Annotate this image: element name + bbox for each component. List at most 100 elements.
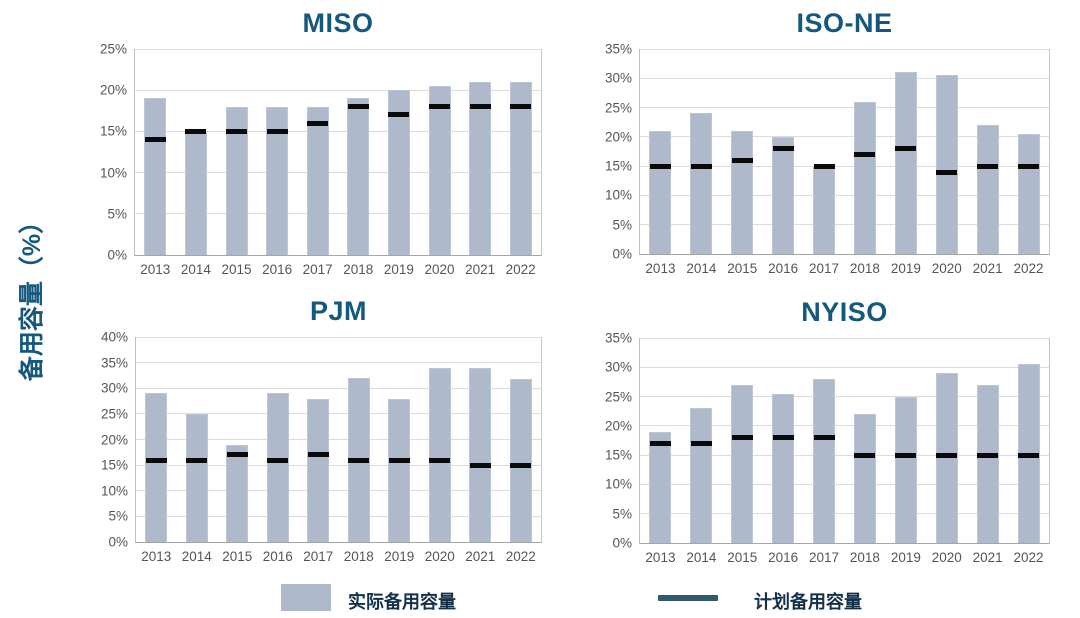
- y-tick-label: 5%: [108, 508, 128, 524]
- y-tick-label: 10%: [604, 187, 632, 203]
- y-tick-label: 15%: [99, 123, 127, 139]
- planned-reserve-dash: [267, 457, 289, 463]
- planned-reserve-dash: [307, 452, 329, 458]
- y-tick-label: 0%: [612, 246, 632, 262]
- y-tick-label: 35%: [604, 330, 632, 346]
- y-tick-label: 15%: [100, 457, 128, 473]
- x-tick-label: 2016: [262, 262, 293, 277]
- actual-reserve-bar: [347, 98, 370, 255]
- x-tick-label: 2021: [972, 550, 1003, 565]
- planned-reserve-dash: [266, 128, 288, 134]
- actual-reserve-bar: [772, 393, 795, 543]
- gridline: [135, 213, 541, 215]
- actual-reserve-bar: [731, 131, 754, 254]
- planned-reserve-dash: [185, 128, 207, 134]
- planned-reserve-dash: [388, 457, 410, 463]
- actual-reserve-bar: [894, 72, 917, 254]
- gridline: [640, 454, 1049, 456]
- x-tick-label: 2017: [302, 262, 333, 277]
- x-tick-label: 2018: [343, 549, 374, 564]
- gridline: [640, 337, 1049, 339]
- x-tick-label: 2016: [262, 549, 293, 564]
- planned-reserve-dash: [813, 163, 835, 169]
- y-tick-label: 10%: [99, 165, 127, 181]
- planned-reserve-dash: [936, 452, 958, 458]
- x-tick-label: 2017: [809, 261, 840, 276]
- actual-reserve-bar: [428, 86, 451, 255]
- x-tick-label: 2019: [890, 261, 921, 276]
- actual-reserve-bar: [690, 408, 713, 543]
- x-tick-label: 2017: [303, 549, 334, 564]
- planned-reserve-dash: [226, 128, 247, 134]
- x-tick-label: 2017: [809, 550, 840, 565]
- x-tick-label: 2019: [384, 549, 415, 564]
- actual-reserve-bar: [266, 106, 289, 255]
- x-tick-label: 2013: [645, 550, 676, 565]
- planned-reserve-dash: [977, 452, 999, 458]
- x-tick-label: 2013: [140, 262, 171, 277]
- x-tick-label: 2016: [768, 550, 799, 565]
- planned-reserve-dash: [936, 169, 958, 175]
- plot-nyiso: 0% 5% 10% 15% 20% 25% 30% 35% 2013 2014 2015 2016 20…: [605, 331, 1050, 565]
- y-tick-label: 30%: [604, 359, 632, 375]
- gridline: [136, 439, 541, 440]
- gridline: [640, 425, 1049, 427]
- y-tick-label: 15%: [604, 447, 632, 463]
- y-tick-label: 25%: [604, 100, 632, 116]
- x-tick-label: 2022: [505, 549, 536, 564]
- actual-reserve-bar: [469, 81, 492, 255]
- x-tick-label: 2013: [645, 261, 676, 276]
- y-tick-label: 5%: [612, 506, 632, 522]
- actual-reserve-bar: [853, 101, 876, 254]
- gridline: [640, 136, 1049, 138]
- actual-reserve-bar: [976, 125, 999, 254]
- planned-reserve-dash: [649, 163, 671, 169]
- x-tick-label: 2022: [1013, 261, 1044, 276]
- actual-reserve-bar: [1017, 133, 1040, 254]
- gridline: [640, 194, 1049, 196]
- y-tick-label: 20%: [604, 129, 632, 145]
- gridline: [640, 107, 1049, 109]
- planned-reserve-dash: [226, 452, 248, 458]
- x-tick-label: 2018: [343, 262, 374, 277]
- planned-reserve-dash: [690, 440, 712, 446]
- gridline: [136, 490, 541, 492]
- y-tick-label: 35%: [604, 41, 632, 57]
- actual-reserve-bar: [185, 413, 208, 542]
- actual-reserve-bar: [813, 166, 836, 254]
- plot-isone: 0% 5% 10% 15% 20% 25% 30% 35% 2013 2014 2015 2016 20…: [605, 42, 1050, 276]
- y-tick-label: 25%: [604, 389, 632, 405]
- x-tick-label: 2019: [890, 550, 921, 565]
- actual-reserve-bar: [894, 396, 917, 543]
- chart-title-miso: MISO: [302, 8, 374, 38]
- actual-reserve-bar: [649, 131, 672, 254]
- gridline: [136, 515, 541, 517]
- plot-pjm: 0% 5% 10% 15% 20% 25% 30% 35% 40% 2013 2014 2015 201…: [101, 330, 542, 564]
- planned-reserve-dash: [895, 146, 917, 152]
- y-tick-label: 10%: [100, 483, 128, 499]
- y-tick-label: 30%: [100, 380, 128, 396]
- x-tick-label: 2019: [383, 262, 414, 277]
- gridline: [136, 464, 541, 466]
- planned-reserve-dash: [307, 120, 329, 126]
- x-tick-label: 2020: [931, 550, 962, 565]
- actual-reserve-bar: [935, 75, 958, 254]
- x-tick-label: 2015: [221, 262, 252, 277]
- gridline: [136, 387, 541, 389]
- gridline: [640, 483, 1049, 485]
- x-tick-label: 2020: [931, 261, 962, 276]
- legend-actual-swatch: [281, 584, 331, 611]
- actual-reserve-bar: [306, 106, 329, 255]
- chart-title-nyiso: NYISO: [801, 297, 888, 327]
- x-tick-label: 2015: [727, 550, 758, 565]
- planned-reserve-dash: [1018, 452, 1040, 458]
- planned-reserve-dash: [469, 462, 491, 468]
- gridline: [135, 172, 541, 174]
- planned-reserve-dash: [510, 462, 532, 468]
- y-tick-label: 40%: [100, 329, 128, 345]
- x-tick-label: 2021: [465, 262, 496, 277]
- actual-reserve-bar: [226, 444, 249, 542]
- actual-reserve-bar: [813, 379, 836, 543]
- x-tick-label: 2014: [686, 550, 717, 565]
